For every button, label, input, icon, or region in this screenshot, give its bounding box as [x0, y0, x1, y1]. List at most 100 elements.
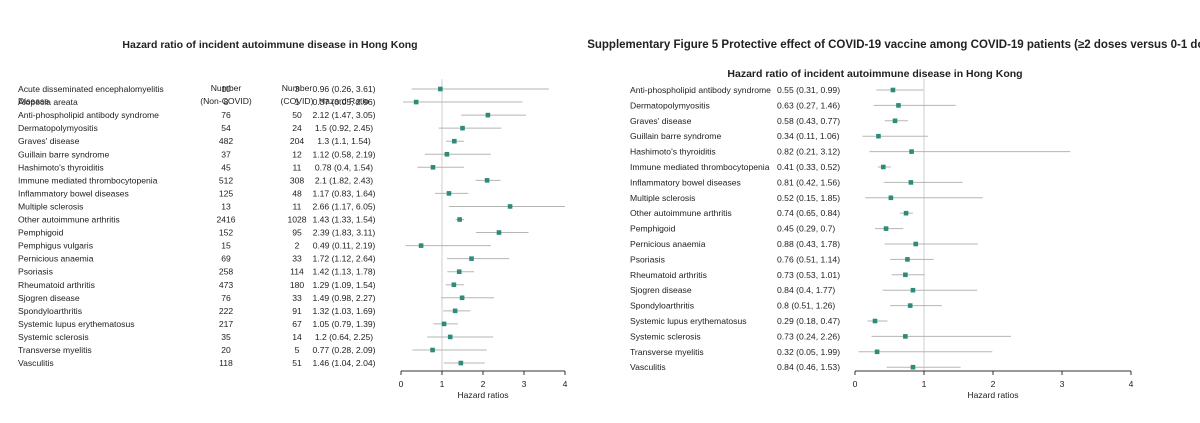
row-hazard-ratio-text: 1.72 (1.12, 2.64) — [312, 254, 375, 264]
row-hazard-ratio-text: 2.66 (1.17, 6.05) — [312, 201, 375, 211]
row-number-noncovid: 35 — [221, 332, 231, 342]
hazard-ratio-marker — [413, 99, 419, 105]
hazard-ratio-marker — [872, 318, 878, 324]
row-number-noncovid: 76 — [221, 110, 231, 120]
row-disease-label: Transverse myelitis — [630, 347, 704, 357]
hazard-ratio-marker — [903, 334, 908, 339]
hazard-ratio-marker — [458, 360, 464, 366]
row-number-noncovid: 20 — [221, 345, 231, 355]
row-hazard-ratio-text: 0.82 (0.21, 3.12) — [777, 147, 840, 157]
row-disease-label: Inflammatory bowel diseases — [630, 177, 741, 187]
row-disease-label: Pernicious anaemia — [18, 254, 94, 264]
x-axis-title: Hazard ratios — [457, 390, 508, 400]
left-forest-panel: Disease Number (Non-COVID) Number (COVID) Haz… — [18, 79, 568, 400]
row-hazard-ratio-text: 0.34 (0.11, 1.06) — [777, 131, 840, 141]
row-hazard-ratio-text: 0.81 (0.42, 1.56) — [777, 177, 840, 187]
row-disease-label: Systemic sclerosis — [630, 331, 701, 341]
hazard-ratio-marker — [446, 191, 452, 196]
row-hazard-ratio-text: 1.5 (0.92, 2.45) — [315, 123, 373, 133]
x-tick-label: 0 — [853, 379, 858, 389]
row-disease-label: Dermatopolymyositis — [18, 123, 98, 133]
hazard-ratio-marker — [913, 241, 919, 247]
row-disease-label: Other autoimmune arthritis — [18, 215, 120, 225]
row-hazard-ratio-text: 2.1 (1.82, 2.43) — [315, 175, 373, 185]
row-disease-label: Transverse myelitis — [18, 345, 92, 355]
hazard-ratio-marker — [418, 243, 424, 248]
row-hazard-ratio-text: 0.96 (0.26, 3.61) — [312, 84, 375, 94]
row-number-noncovid: 69 — [221, 254, 231, 264]
row-hazard-ratio-text: 0.74 (0.65, 0.84) — [777, 208, 840, 218]
hazard-ratio-marker — [903, 272, 908, 278]
row-number-covid: 95 — [292, 228, 302, 238]
row-disease-label: Graves' disease — [630, 116, 692, 126]
row-hazard-ratio-text: 1.43 (1.33, 1.54) — [312, 215, 375, 225]
row-number-noncovid: 258 — [219, 267, 234, 277]
row-hazard-ratio-text: 0.52 (0.15, 1.85) — [777, 193, 840, 203]
row-number-covid: 12 — [292, 149, 302, 159]
supplementary-figure-title: Supplementary Figure 5 Protective effect… — [587, 39, 1200, 51]
row-disease-label: Vasculitis — [18, 358, 54, 368]
row-disease-label: Other autoimmune arthritis — [630, 208, 732, 218]
row-hazard-ratio-text: 0.84 (0.46, 1.53) — [777, 362, 840, 372]
row-number-noncovid: 15 — [221, 241, 231, 251]
row-disease-label: Sjogren disease — [18, 293, 80, 303]
hazard-ratio-marker — [896, 103, 901, 108]
x-tick-label: 2 — [991, 379, 996, 389]
hazard-ratio-marker — [888, 195, 894, 201]
row-number-noncovid: 125 — [219, 188, 234, 198]
x-tick-label: 2 — [481, 379, 486, 389]
hazard-ratio-marker — [469, 256, 474, 261]
row-number-covid: 91 — [292, 306, 302, 316]
hazard-ratio-marker — [452, 308, 458, 314]
row-disease-label: Immune mediated thrombocytopenia — [18, 175, 158, 185]
row-disease-label: Multiple sclerosis — [630, 193, 695, 203]
hazard-ratio-marker — [907, 303, 913, 308]
row-hazard-ratio-text: 0.37 (0.05, 2.96) — [312, 97, 375, 107]
row-number-covid: 11 — [293, 201, 302, 211]
row-disease-label: Systemic lupus erythematosus — [18, 319, 135, 329]
row-disease-label: Vasculitis — [630, 362, 666, 372]
hazard-ratio-marker — [451, 282, 457, 288]
hazard-ratio-marker — [909, 149, 914, 154]
hazard-ratio-marker — [905, 257, 910, 262]
row-number-covid: 51 — [292, 358, 302, 368]
row-disease-label: Systemic sclerosis — [18, 332, 89, 342]
hazard-ratio-marker — [908, 180, 914, 185]
x-tick-label: 1 — [922, 379, 927, 389]
hazard-ratio-marker — [444, 151, 450, 157]
hazard-ratio-marker — [459, 295, 465, 301]
row-hazard-ratio-text: 2.39 (1.83, 3.11) — [313, 228, 376, 238]
row-hazard-ratio-text: 0.58 (0.43, 0.77) — [777, 116, 840, 126]
row-hazard-ratio-text: 0.84 (0.4, 1.77) — [777, 285, 835, 295]
row-disease-label: Sjogren disease — [630, 285, 692, 295]
row-hazard-ratio-text: 0.73 (0.53, 1.01) — [777, 270, 840, 280]
hazard-ratio-marker — [910, 364, 916, 370]
row-hazard-ratio-text: 0.55 (0.31, 0.99) — [777, 85, 840, 95]
row-number-covid: 48 — [292, 188, 302, 198]
row-number-covid: 33 — [292, 254, 302, 264]
x-tick-label: 3 — [1060, 379, 1065, 389]
row-hazard-ratio-text: 1.42 (1.13, 1.78) — [312, 267, 375, 277]
row-disease-label: Graves' disease — [18, 136, 80, 146]
row-number-noncovid: 8 — [224, 97, 229, 107]
row-hazard-ratio-text: 1.05 (0.79, 1.39) — [312, 319, 375, 329]
row-hazard-ratio-text: 0.49 (0.11, 2.19) — [313, 241, 376, 251]
row-number-covid: 14 — [292, 332, 302, 342]
row-disease-label: Pemphigoid — [18, 228, 64, 238]
row-hazard-ratio-text: 0.63 (0.27, 1.46) — [777, 100, 840, 110]
hazard-ratio-marker — [484, 178, 490, 183]
header-number-noncovid: Number — [211, 83, 242, 93]
header-number-covid: Number — [282, 83, 313, 93]
row-disease-label: Spondyloarthritis — [630, 301, 694, 311]
row-number-noncovid: 76 — [221, 293, 231, 303]
hazard-ratio-marker — [457, 217, 462, 222]
row-hazard-ratio-text: 1.2 (0.64, 2.25) — [315, 332, 373, 342]
row-hazard-ratio-text: 0.29 (0.18, 0.47) — [777, 316, 840, 326]
hazard-ratio-marker — [430, 347, 435, 353]
hazard-ratio-marker — [447, 334, 453, 340]
row-hazard-ratio-text: 1.32 (1.03, 1.69) — [312, 306, 375, 316]
hazard-ratio-marker — [456, 269, 462, 274]
row-number-noncovid: 217 — [219, 319, 234, 329]
